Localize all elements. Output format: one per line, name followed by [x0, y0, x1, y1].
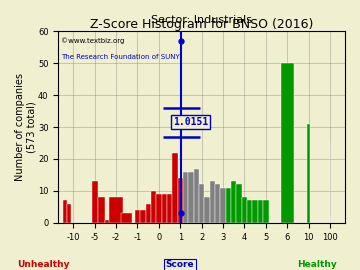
- Bar: [121, 213, 132, 223]
- Bar: [242, 197, 247, 223]
- Bar: [63, 200, 67, 223]
- Bar: [237, 184, 242, 223]
- Bar: [98, 197, 105, 223]
- Bar: [156, 194, 162, 223]
- Text: Healthy: Healthy: [297, 260, 337, 269]
- Bar: [307, 124, 310, 223]
- Bar: [162, 194, 167, 223]
- Bar: [167, 194, 172, 223]
- Bar: [263, 200, 269, 223]
- Bar: [215, 184, 220, 223]
- Bar: [199, 184, 204, 223]
- Bar: [177, 178, 183, 223]
- Bar: [151, 191, 156, 223]
- Bar: [194, 168, 199, 223]
- Bar: [140, 210, 145, 223]
- Text: Unhealthy: Unhealthy: [17, 260, 69, 269]
- Bar: [188, 172, 194, 223]
- Y-axis label: Number of companies
(573 total): Number of companies (573 total): [15, 73, 37, 181]
- Bar: [92, 181, 98, 223]
- Text: Score: Score: [166, 260, 194, 269]
- Bar: [210, 181, 215, 223]
- Bar: [280, 63, 294, 223]
- Bar: [145, 204, 151, 223]
- Text: 1.0151: 1.0151: [173, 117, 208, 127]
- Bar: [135, 210, 140, 223]
- Text: Sector: Industrials: Sector: Industrials: [151, 15, 252, 25]
- Bar: [109, 197, 123, 223]
- Bar: [220, 188, 226, 223]
- Text: The Research Foundation of SUNY: The Research Foundation of SUNY: [61, 54, 180, 60]
- Bar: [231, 181, 237, 223]
- Bar: [183, 172, 188, 223]
- Bar: [252, 200, 258, 223]
- Bar: [67, 204, 71, 223]
- Bar: [204, 197, 210, 223]
- Bar: [247, 200, 252, 223]
- Text: ©www.textbiz.org: ©www.textbiz.org: [61, 37, 125, 44]
- Bar: [172, 153, 177, 223]
- Bar: [258, 200, 263, 223]
- Bar: [105, 220, 113, 223]
- Bar: [226, 188, 231, 223]
- Title: Z-Score Histogram for BNSO (2016): Z-Score Histogram for BNSO (2016): [90, 18, 313, 31]
